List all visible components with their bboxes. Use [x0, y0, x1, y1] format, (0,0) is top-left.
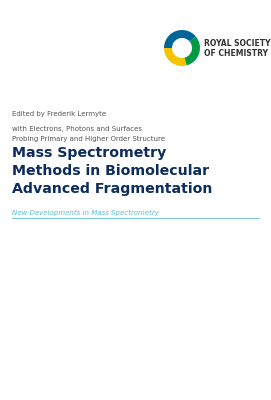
- Text: Methods in Biomolecular: Methods in Biomolecular: [12, 164, 209, 178]
- Wedge shape: [164, 30, 196, 48]
- Text: with Electrons, Photons and Surfaces: with Electrons, Photons and Surfaces: [12, 126, 142, 132]
- Polygon shape: [0, 0, 271, 238]
- FancyBboxPatch shape: [0, 189, 271, 400]
- Circle shape: [175, 17, 185, 27]
- Polygon shape: [112, 0, 152, 174]
- Circle shape: [71, 24, 79, 32]
- Text: Edited by Frederik Lermyte: Edited by Frederik Lermyte: [12, 111, 106, 117]
- Circle shape: [39, 24, 51, 36]
- Wedge shape: [185, 36, 200, 65]
- Polygon shape: [0, 0, 271, 238]
- Circle shape: [228, 56, 236, 64]
- Circle shape: [77, 27, 87, 37]
- Text: Probing Primary and Higher Order Structure: Probing Primary and Higher Order Structu…: [12, 136, 165, 142]
- Text: Mass Spectrometry: Mass Spectrometry: [12, 146, 166, 160]
- Circle shape: [184, 46, 192, 54]
- Circle shape: [196, 56, 204, 64]
- FancyBboxPatch shape: [0, 0, 271, 184]
- Circle shape: [200, 20, 210, 30]
- Text: New Developments in Mass Spectrometry: New Developments in Mass Spectrometry: [12, 210, 159, 216]
- Text: ROYAL SOCIETY: ROYAL SOCIETY: [204, 38, 270, 48]
- Wedge shape: [164, 48, 187, 66]
- FancyBboxPatch shape: [135, 0, 271, 184]
- Circle shape: [29, 12, 41, 24]
- Polygon shape: [0, 0, 271, 238]
- Circle shape: [162, 29, 174, 41]
- Circle shape: [149, 16, 161, 28]
- Circle shape: [57, 33, 67, 43]
- Polygon shape: [0, 0, 271, 238]
- Circle shape: [223, 20, 233, 30]
- Circle shape: [214, 48, 222, 56]
- Circle shape: [235, 33, 245, 43]
- Circle shape: [209, 32, 221, 44]
- Circle shape: [187, 30, 197, 40]
- Circle shape: [65, 10, 75, 20]
- Circle shape: [53, 15, 63, 25]
- Circle shape: [46, 41, 54, 49]
- Circle shape: [247, 20, 257, 30]
- Circle shape: [171, 56, 179, 64]
- Polygon shape: [100, 0, 165, 184]
- Text: OF CHEMISTRY: OF CHEMISTRY: [204, 48, 268, 58]
- Circle shape: [158, 48, 166, 56]
- Text: Advanced Fragmentation: Advanced Fragmentation: [12, 182, 212, 196]
- Polygon shape: [0, 0, 271, 238]
